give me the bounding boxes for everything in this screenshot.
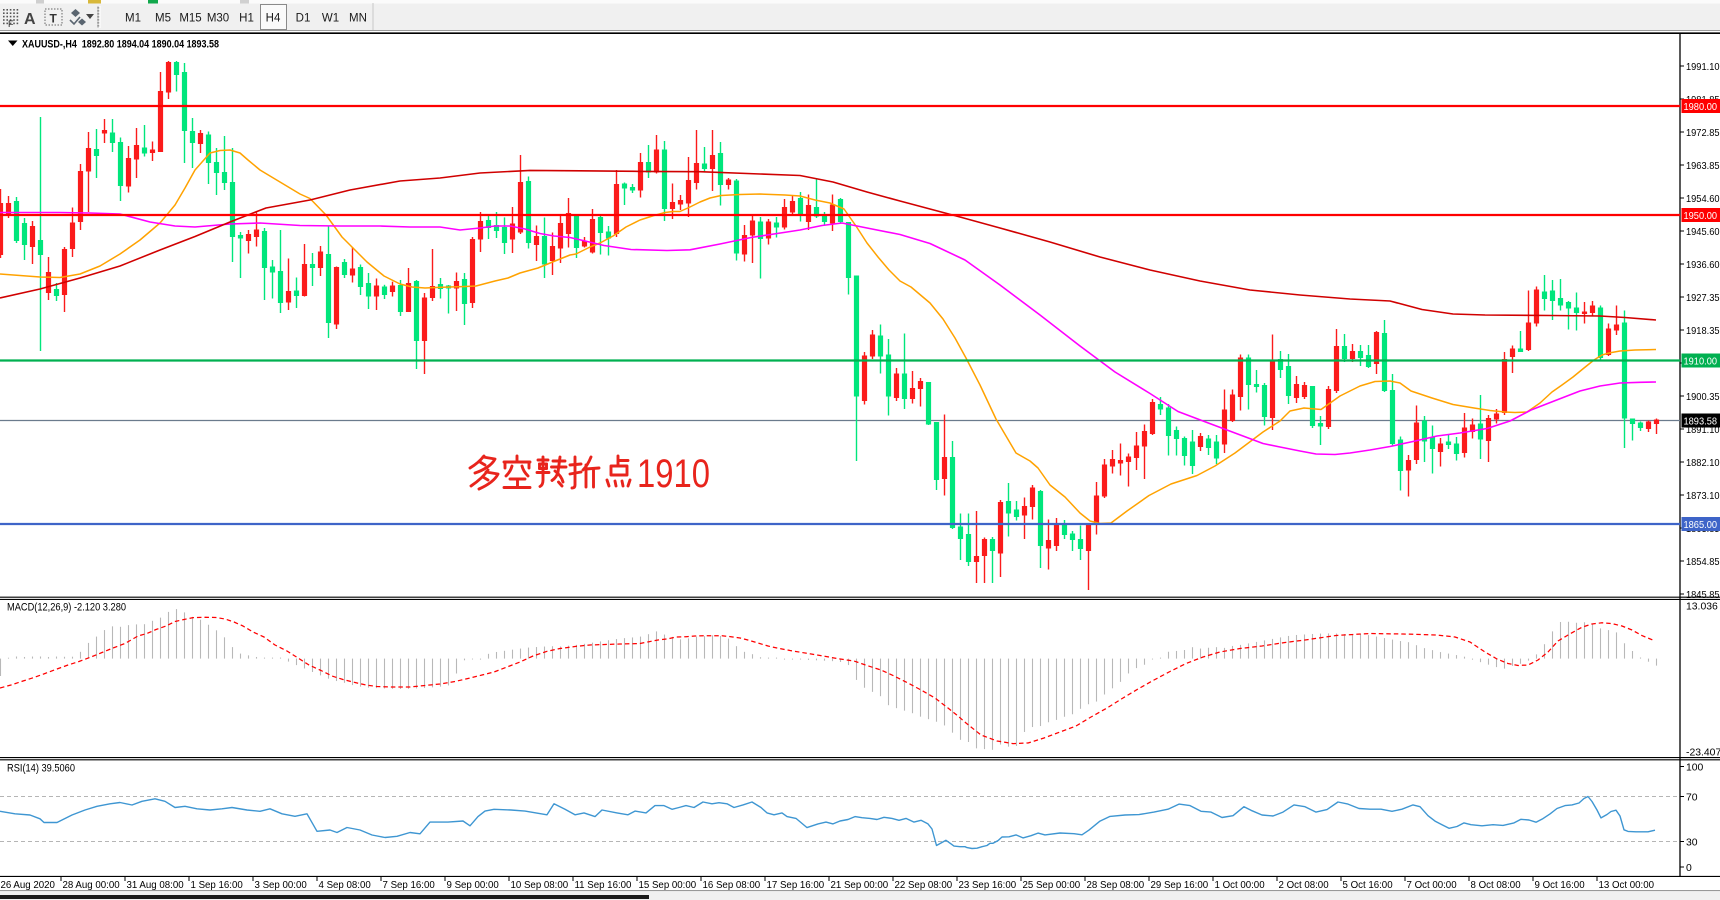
svg-text:H4: H4 (266, 13, 281, 25)
svg-text:25 Sep 00:00: 25 Sep 00:00 (1023, 880, 1081, 891)
svg-text:1950.00: 1950.00 (1684, 211, 1718, 222)
svg-text:2 Oct 08:00: 2 Oct 08:00 (1279, 880, 1330, 891)
svg-text:1891.10: 1891.10 (1686, 425, 1720, 436)
svg-text:XAUUSD-,H4 1892.80 1894.04 18: XAUUSD-,H4 1892.80 1894.04 1890.04 1893.… (22, 39, 219, 51)
svg-text:H1: H1 (239, 13, 254, 25)
svg-text:28 Aug 00:00: 28 Aug 00:00 (63, 880, 121, 891)
svg-text:1854.85: 1854.85 (1686, 557, 1720, 568)
svg-text:1910: 1910 (637, 452, 710, 496)
svg-text:100: 100 (1686, 762, 1704, 773)
svg-text:MN: MN (349, 13, 367, 25)
svg-text:4 Sep 08:00: 4 Sep 08:00 (319, 880, 372, 891)
svg-text:T: T (50, 12, 58, 26)
svg-text:RSI(14) 39.5060: RSI(14) 39.5060 (7, 763, 75, 775)
svg-text:70: 70 (1686, 792, 1698, 803)
svg-text:MACD(12,26,9) -2.120 3.280: MACD(12,26,9) -2.120 3.280 (7, 602, 126, 614)
svg-text:28 Sep 08:00: 28 Sep 08:00 (1087, 880, 1145, 891)
svg-text:5 Oct 16:00: 5 Oct 16:00 (1343, 880, 1394, 891)
svg-text:7 Sep 16:00: 7 Sep 16:00 (383, 880, 436, 891)
svg-text:21 Sep 00:00: 21 Sep 00:00 (831, 880, 889, 891)
svg-text:1893.58: 1893.58 (1684, 416, 1718, 427)
svg-text:15 Sep 00:00: 15 Sep 00:00 (639, 880, 697, 891)
svg-text:9 Oct 16:00: 9 Oct 16:00 (1535, 880, 1586, 891)
svg-text:D1: D1 (296, 13, 311, 25)
svg-text:M5: M5 (155, 13, 171, 25)
svg-text:30: 30 (1686, 837, 1698, 848)
svg-text:1865.00: 1865.00 (1684, 520, 1718, 531)
svg-text:1900.35: 1900.35 (1686, 392, 1720, 403)
svg-text:1 Oct 00:00: 1 Oct 00:00 (1215, 880, 1266, 891)
svg-text:16 Sep 08:00: 16 Sep 08:00 (703, 880, 761, 891)
svg-text:-23.407: -23.407 (1686, 748, 1720, 759)
svg-text:1954.60: 1954.60 (1686, 194, 1720, 205)
svg-text:26 Aug 2020: 26 Aug 2020 (1, 880, 56, 891)
svg-text:W1: W1 (322, 13, 339, 25)
svg-text:M30: M30 (207, 13, 229, 25)
svg-text:11 Sep 16:00: 11 Sep 16:00 (575, 880, 633, 891)
svg-text:1945.60: 1945.60 (1686, 227, 1720, 238)
svg-text:3 Sep 00:00: 3 Sep 00:00 (255, 880, 308, 891)
svg-text:31 Aug 08:00: 31 Aug 08:00 (127, 880, 185, 891)
svg-text:1 Sep 16:00: 1 Sep 16:00 (191, 880, 244, 891)
svg-text:0: 0 (1686, 863, 1692, 874)
svg-text:23 Sep 16:00: 23 Sep 16:00 (959, 880, 1017, 891)
svg-text:1845.85: 1845.85 (1686, 590, 1720, 601)
svg-text:17 Sep 16:00: 17 Sep 16:00 (767, 880, 825, 891)
svg-text:7 Oct 00:00: 7 Oct 00:00 (1407, 880, 1458, 891)
svg-text:1873.10: 1873.10 (1686, 491, 1720, 502)
svg-text:M1: M1 (125, 13, 141, 25)
svg-text:F: F (8, 19, 14, 29)
svg-text:13.036: 13.036 (1686, 602, 1718, 613)
svg-text:M15: M15 (179, 13, 201, 25)
svg-text:1910.00: 1910.00 (1684, 356, 1718, 367)
svg-text:9 Sep 00:00: 9 Sep 00:00 (447, 880, 500, 891)
svg-text:1972.85: 1972.85 (1686, 128, 1720, 139)
svg-text:1927.35: 1927.35 (1686, 293, 1720, 304)
svg-text:1991.10: 1991.10 (1686, 62, 1720, 73)
svg-text:1882.10: 1882.10 (1686, 458, 1720, 469)
svg-text:A: A (24, 11, 36, 28)
svg-text:8 Oct 08:00: 8 Oct 08:00 (1471, 880, 1522, 891)
svg-text:1963.85: 1963.85 (1686, 161, 1720, 172)
svg-text:22 Sep 08:00: 22 Sep 08:00 (895, 880, 953, 891)
svg-text:29 Sep 16:00: 29 Sep 16:00 (1151, 880, 1209, 891)
svg-text:13 Oct 00:00: 13 Oct 00:00 (1599, 880, 1655, 891)
svg-text:1918.35: 1918.35 (1686, 326, 1720, 337)
svg-text:1980.00: 1980.00 (1684, 102, 1718, 113)
svg-text:1936.60: 1936.60 (1686, 260, 1720, 271)
svg-text:10 Sep 08:00: 10 Sep 08:00 (511, 880, 569, 891)
